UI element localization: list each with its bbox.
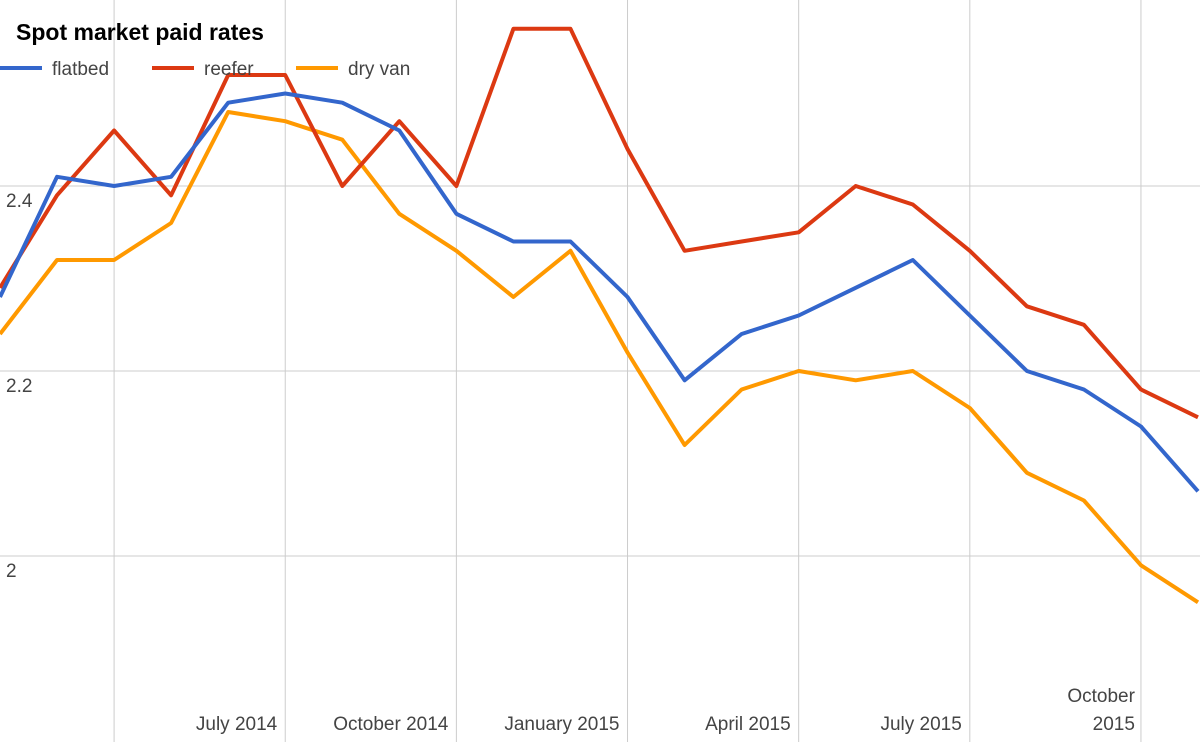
labels: 2 2.2 2.4 July 2014 October 2014 January 2015…	[0, 59, 1136, 735]
x-tick-label: October 2015	[1067, 686, 1135, 735]
series-line	[0, 26, 1199, 420]
x-tick-label: January 2015	[504, 714, 619, 735]
x-tick-label: October 2014	[333, 714, 449, 735]
legend-label: reefer	[204, 59, 254, 80]
legend-label: flatbed	[52, 59, 109, 80]
y-tick-label: 2	[6, 561, 17, 582]
legend-label: dry van	[348, 59, 410, 80]
x-tick-label: April 2015	[705, 714, 791, 735]
plot	[0, 26, 1200, 604]
series-line	[0, 91, 1200, 493]
y-tick-label: 2.2	[6, 376, 32, 397]
x-tick-label: July 2015	[880, 714, 961, 735]
x-tick-label: July 2014	[196, 714, 278, 735]
y-tick-label: 2.4	[6, 191, 33, 212]
series-line	[0, 110, 1200, 604]
chart-title: Spot market paid rates	[16, 19, 264, 45]
